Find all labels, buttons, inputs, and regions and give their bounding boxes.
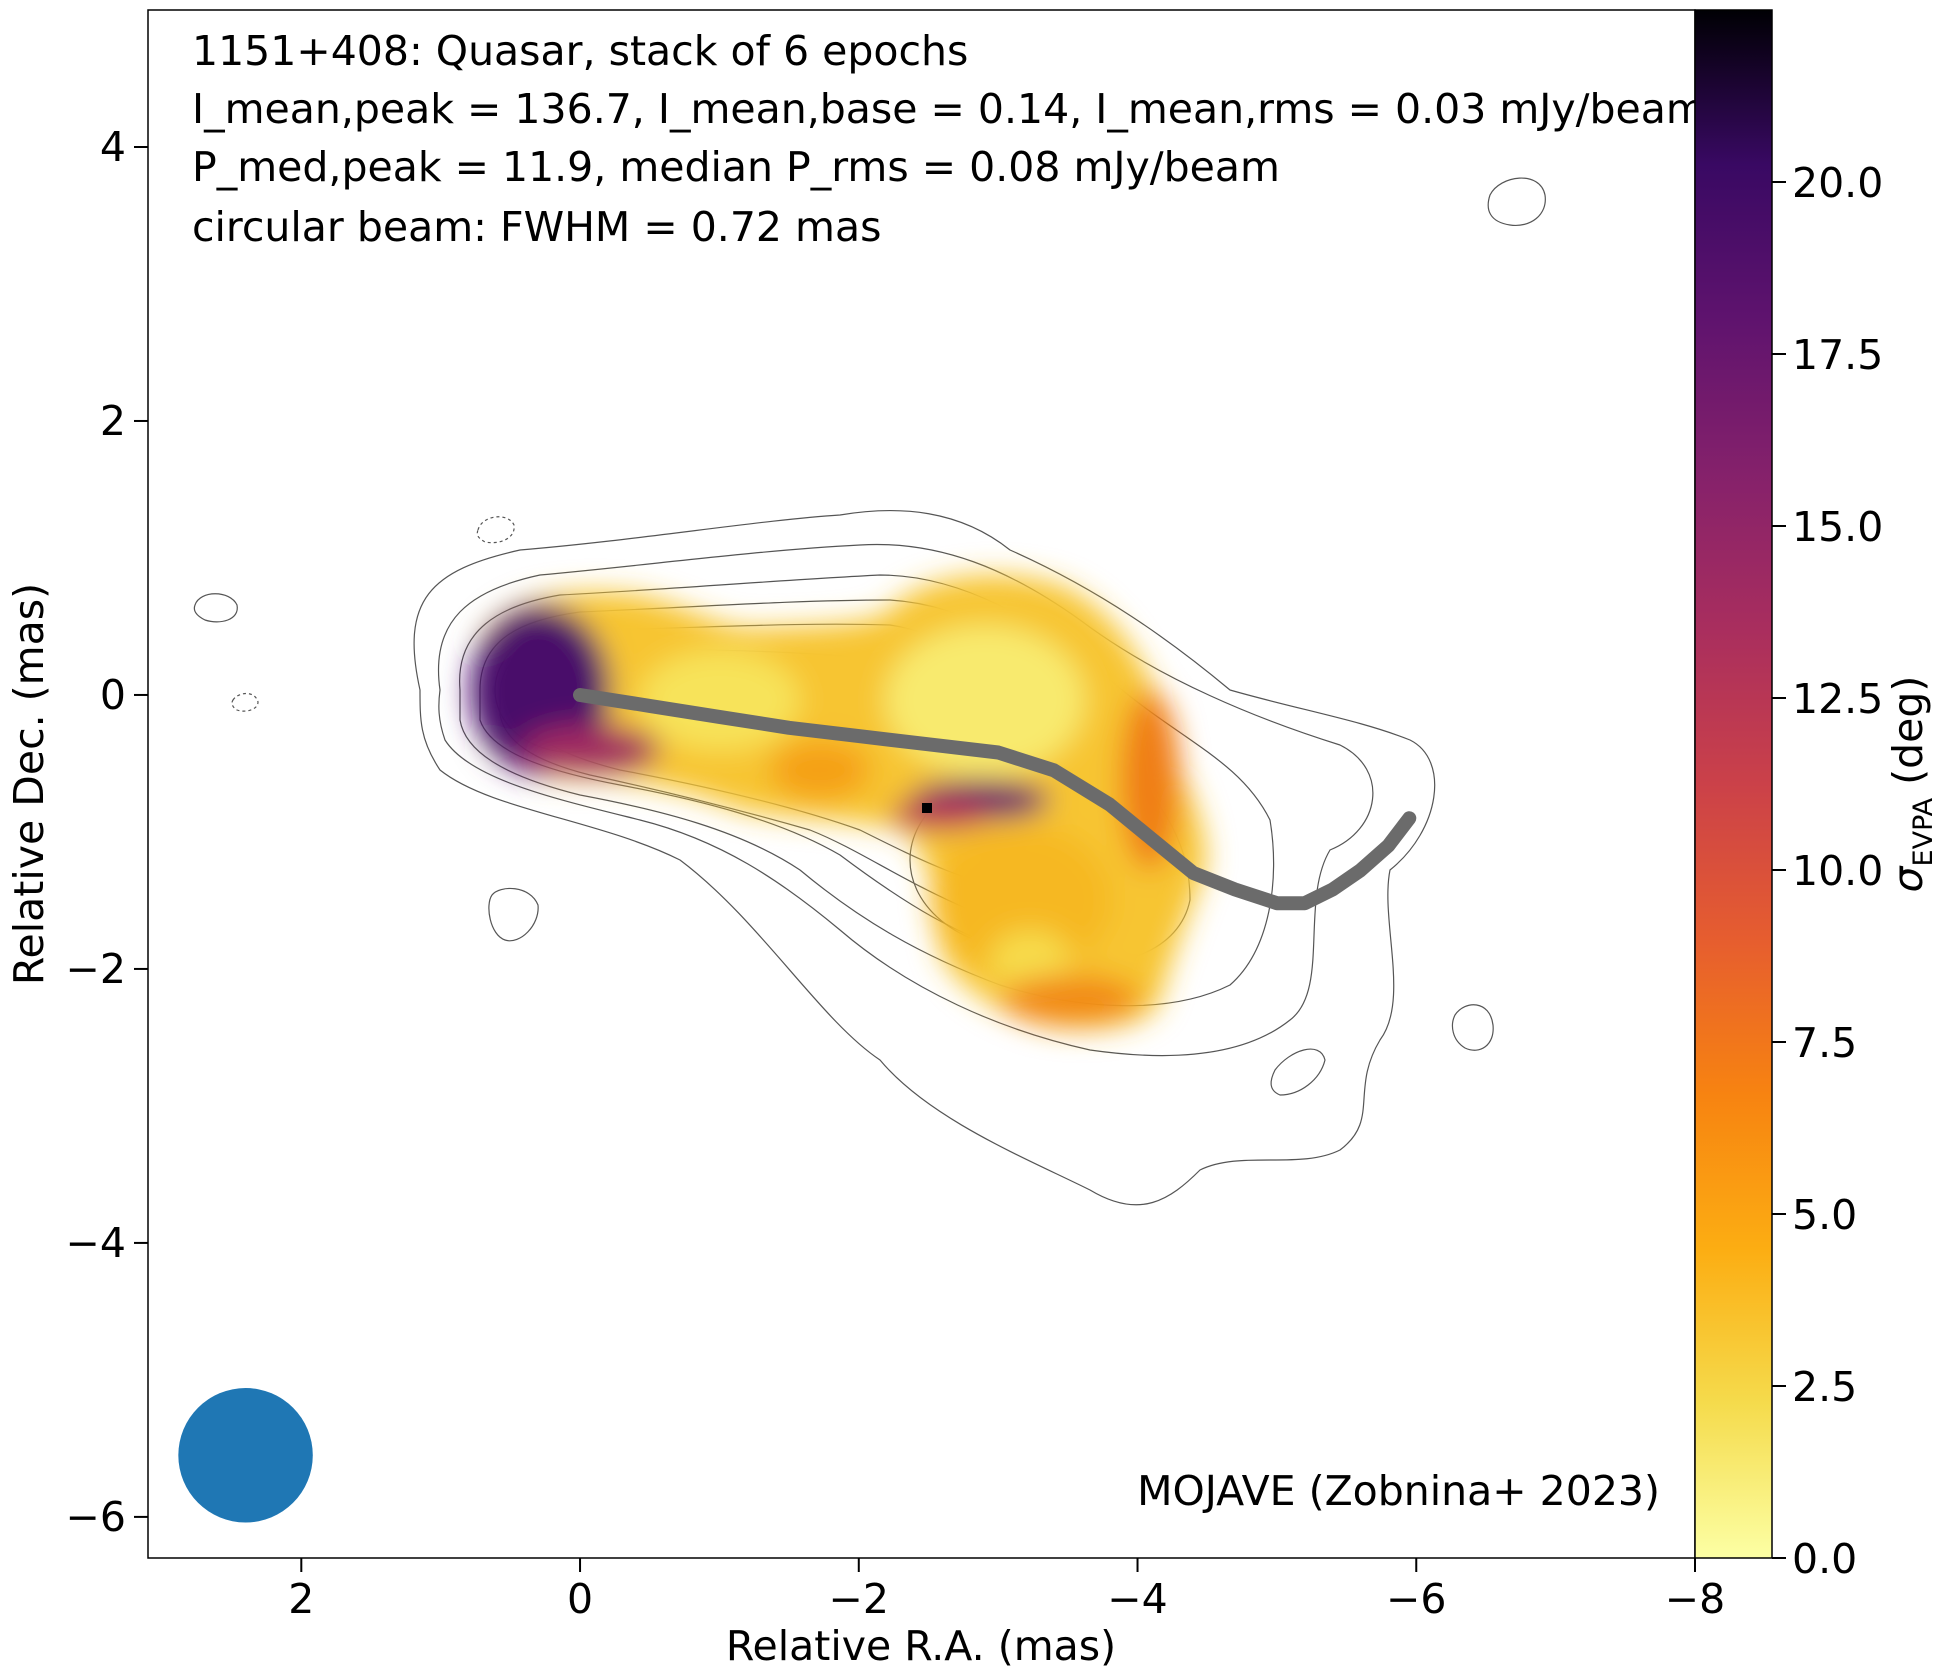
x-tick-label: 0: [567, 1575, 593, 1623]
evpa-lower-knot-center: [990, 930, 1070, 990]
evpa-core-magenta: [520, 725, 660, 775]
y-axis: 4 2 0 −2 −4 −6: [66, 123, 148, 1541]
x-tick-label: −2: [829, 1575, 889, 1623]
colorbar-tick-label: 7.5: [1792, 1019, 1857, 1067]
contour-island-w: [193, 593, 238, 623]
title-line-1: 1151+408: Quasar, stack of 6 epochs: [192, 27, 968, 75]
y-tick-label: 0: [100, 671, 126, 719]
beam-ellipse: [178, 1388, 313, 1523]
evpa-upper-knot: [885, 625, 1085, 775]
title-line-4: circular beam: FWHM = 0.72 mas: [192, 203, 881, 251]
colorbar-tick-label: 2.5: [1792, 1363, 1857, 1411]
credit-annotation: MOJAVE (Zobnina+ 2023): [1137, 1467, 1660, 1515]
contour-island-se: [1270, 1048, 1326, 1096]
evpa-mid-orange: [770, 740, 870, 800]
colorbar-tick-label: 15.0: [1792, 503, 1883, 551]
title-line-3: P_med,peak = 11.9, median P_rms = 0.08 m…: [192, 143, 1280, 191]
colorbar-tick-label: 12.5: [1792, 675, 1883, 723]
contour-outer: [413, 509, 1436, 1206]
x-axis-label: Relative R.A. (mas): [726, 1622, 1116, 1670]
x-tick-label: −6: [1386, 1575, 1446, 1623]
contour-island-ne: [1487, 177, 1546, 226]
contour-island-sw: [488, 887, 539, 942]
chart-title: 1151+408: Quasar, stack of 6 epochs I_me…: [192, 27, 1706, 251]
colorbar-tick-label: 20.0: [1792, 159, 1883, 207]
y-tick-label: 4: [100, 123, 126, 171]
y-tick-label: −4: [66, 1219, 126, 1267]
y-tick-label: 2: [100, 397, 126, 445]
contour-island-e: [1451, 1004, 1494, 1051]
ridge-line: [573, 688, 1417, 911]
colorbar-axis: 0.0 2.5 5.0 7.5 10.0 12.5 15.0 17.5 20.0: [1772, 159, 1883, 1583]
colorbar-tick-label: 0.0: [1792, 1535, 1857, 1583]
evpa-inner-yellow: [640, 650, 800, 750]
contour-neg-1: [476, 516, 515, 544]
evpa-band-edge: [890, 800, 990, 830]
colorbar-tick-label: 17.5: [1792, 331, 1883, 379]
x-axis: 2 0 −2 −4 −6 −8: [288, 1558, 1725, 1623]
evpa-black-pixel: [922, 803, 932, 813]
y-axis-label: Relative Dec. (mas): [5, 583, 53, 985]
x-tick-label: −8: [1665, 1575, 1725, 1623]
title-line-2: I_mean,peak = 136.7, I_mean,base = 0.14,…: [192, 85, 1706, 133]
colorbar-tick-label: 5.0: [1792, 1191, 1857, 1239]
evpa-lower-knot: [930, 825, 1110, 975]
evpa-bottom-edge: [1000, 975, 1140, 1025]
colorbar-tick-label: 10.0: [1792, 847, 1883, 895]
x-tick-label: 2: [288, 1575, 314, 1623]
contour-2: [438, 543, 1374, 1057]
colorbar-label: σEVPA (deg): [1884, 676, 1939, 893]
contour-neg-2: [231, 692, 259, 712]
y-tick-label: −2: [66, 945, 126, 993]
colorbar: [1694, 9, 1773, 1559]
x-tick-label: −4: [1107, 1575, 1167, 1623]
sigma-evpa-map: [470, 574, 1206, 1030]
y-tick-label: −6: [66, 1493, 126, 1541]
